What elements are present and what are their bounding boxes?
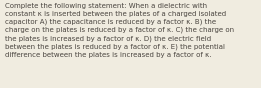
Text: Complete the following statement: When a dielectric with
constant κ is inserted : Complete the following statement: When a… (5, 3, 234, 58)
